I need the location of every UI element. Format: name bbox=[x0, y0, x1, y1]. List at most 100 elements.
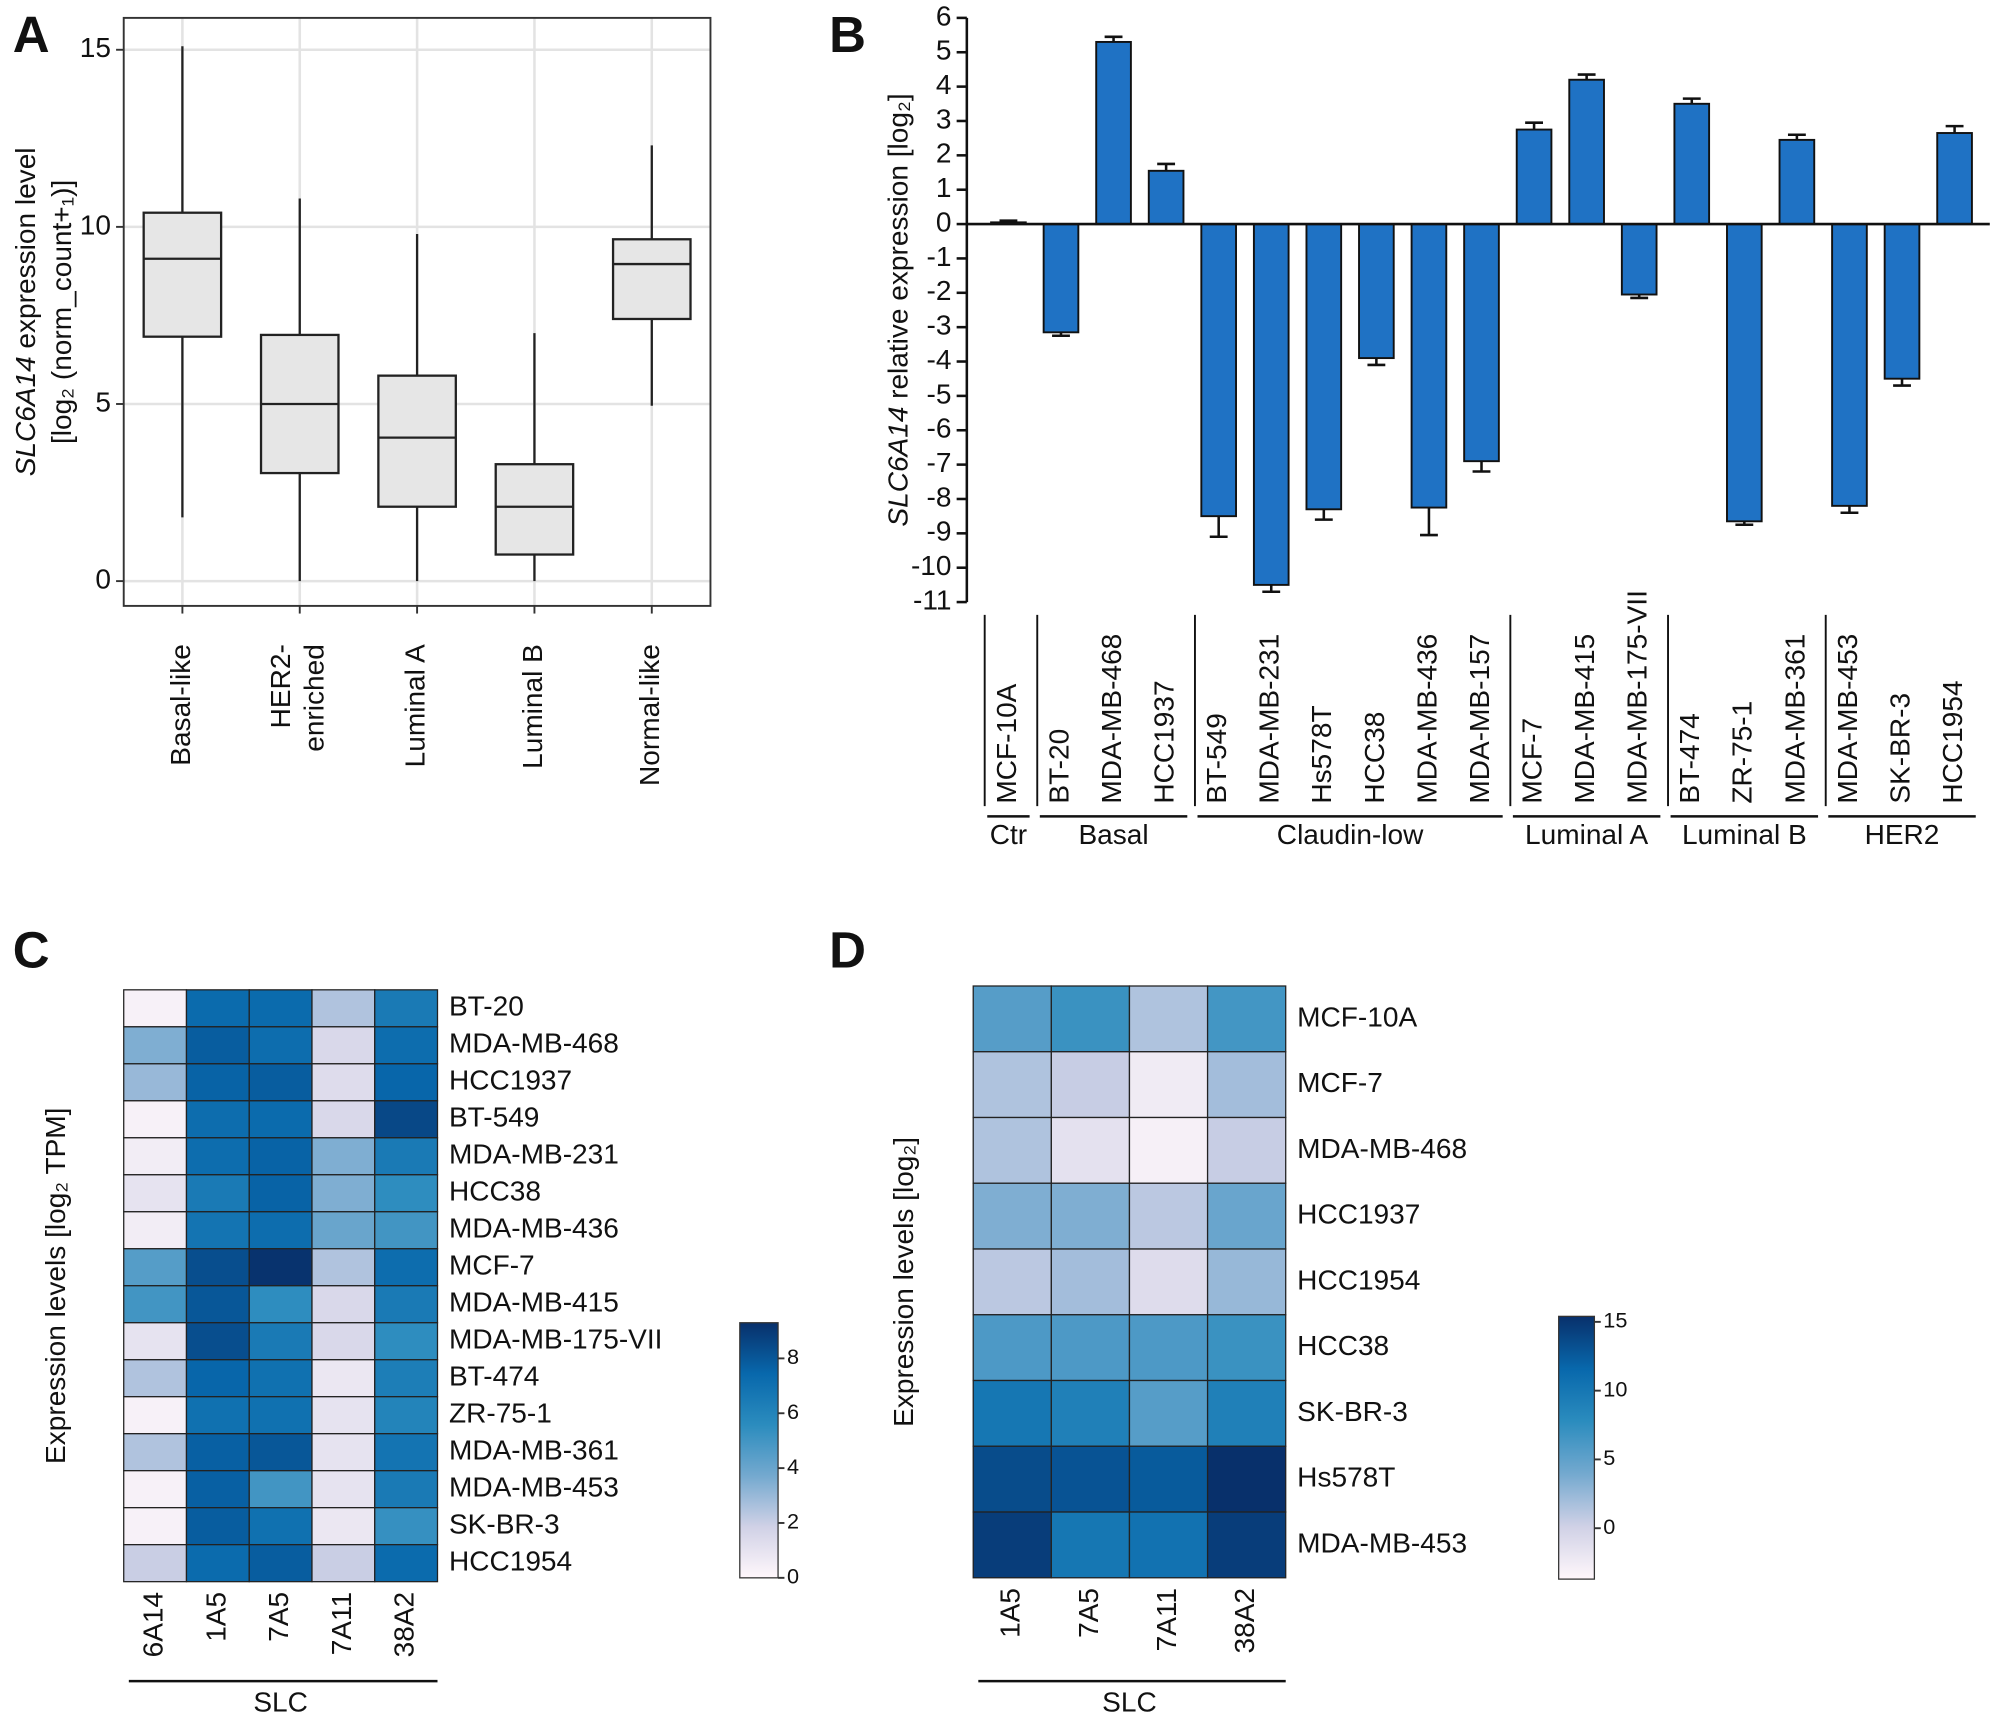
heatmap-cell bbox=[1050, 1379, 1131, 1447]
column-group-label: SLC bbox=[1102, 1687, 1157, 1718]
heatmap-cell bbox=[374, 1396, 439, 1435]
x-tick-label: HCC1937 bbox=[1149, 680, 1180, 803]
row-label: MCF-10A bbox=[1297, 1001, 1417, 1032]
row-label: MDA-MB-453 bbox=[1297, 1527, 1467, 1558]
x-tick-label: HCC38 bbox=[1359, 712, 1390, 804]
colorbar-tick-label: 0 bbox=[1603, 1514, 1615, 1539]
heatmap-cell bbox=[248, 1359, 313, 1398]
bar bbox=[1515, 128, 1553, 226]
heatmap-cell bbox=[972, 1314, 1052, 1382]
heatmap-cell bbox=[311, 1544, 376, 1583]
heatmap-cell bbox=[248, 1507, 313, 1546]
bar bbox=[1305, 223, 1343, 511]
heatmap-cell bbox=[1128, 1379, 1209, 1447]
heatmap-cell bbox=[1206, 1511, 1287, 1579]
heatmap-cell bbox=[311, 1322, 376, 1361]
colorbar-tick-label: 10 bbox=[1603, 1376, 1627, 1401]
row-label: HCC1954 bbox=[449, 1546, 572, 1577]
heatmap-cell bbox=[1206, 1182, 1287, 1250]
row-label: HCC38 bbox=[1297, 1330, 1389, 1361]
heatmap-cell bbox=[311, 1174, 376, 1213]
heatmap-cell bbox=[972, 1051, 1052, 1119]
group-label: Claudin-low bbox=[1277, 819, 1424, 850]
column-label: 6A14 bbox=[138, 1592, 169, 1658]
x-tick-label: HER2- enriched bbox=[265, 644, 330, 752]
x-tick-label: BT-474 bbox=[1674, 713, 1705, 803]
heatmap-cell bbox=[248, 1211, 313, 1250]
heatmap-cell bbox=[311, 1433, 376, 1472]
y-tick-label: -9 bbox=[927, 516, 952, 547]
y-tick-label: -8 bbox=[927, 481, 952, 512]
x-tick-label: MDA-MB-453 bbox=[1832, 634, 1863, 804]
x-tick-label: ZR-75-1 bbox=[1727, 701, 1758, 804]
panel-letter: C bbox=[13, 922, 50, 979]
x-tick-label: Normal-like bbox=[634, 644, 665, 786]
group-label: Ctr bbox=[990, 819, 1027, 850]
heatmap-cell bbox=[374, 1433, 439, 1472]
x-tick-label: MCF-7 bbox=[1516, 718, 1547, 804]
x-tick-label: MDA-MB-175-VII bbox=[1622, 590, 1653, 804]
panel-letter: A bbox=[13, 6, 50, 63]
heatmap-cell bbox=[248, 1026, 313, 1065]
heatmap-cell bbox=[123, 1507, 188, 1546]
row-label: ZR-75-1 bbox=[449, 1398, 552, 1429]
heatmap-cell bbox=[1128, 1314, 1209, 1382]
row-label: MCF-7 bbox=[449, 1250, 535, 1281]
x-tick-label: BT-20 bbox=[1043, 729, 1074, 804]
bar bbox=[1095, 40, 1132, 226]
heatmap-cell bbox=[123, 1137, 188, 1176]
heatmap-cell bbox=[123, 1285, 188, 1324]
heatmap-cell bbox=[123, 1100, 188, 1139]
heatmap-cell bbox=[311, 1359, 376, 1398]
heatmap-cell bbox=[248, 1100, 313, 1139]
heatmap-cell bbox=[185, 1544, 250, 1583]
bar bbox=[1463, 223, 1500, 463]
y-tick-label: 5 bbox=[936, 35, 952, 66]
heatmap-cell bbox=[248, 1285, 313, 1324]
x-tick-label: Luminal B bbox=[517, 644, 548, 769]
heatmap-cell bbox=[972, 1116, 1052, 1184]
heatmap-cell bbox=[248, 1248, 313, 1287]
heatmap-cell bbox=[311, 1470, 376, 1509]
row-label: MDA-MB-453 bbox=[449, 1472, 619, 1503]
heatmap-cell bbox=[1128, 1051, 1209, 1119]
heatmap-cell bbox=[185, 1100, 250, 1139]
y-tick-label: 2 bbox=[936, 138, 952, 169]
row-label: MDA-MB-468 bbox=[1297, 1133, 1467, 1164]
heatmap-cell bbox=[185, 989, 250, 1028]
heatmap-cell bbox=[972, 1445, 1052, 1513]
row-label: HCC1937 bbox=[449, 1065, 572, 1096]
row-label: HCC38 bbox=[449, 1176, 541, 1207]
group-label: Luminal B bbox=[1682, 819, 1807, 850]
heatmap-cell bbox=[1206, 1314, 1287, 1382]
x-tick-label: HCC1954 bbox=[1937, 680, 1968, 803]
heatmap-cell bbox=[248, 1544, 313, 1583]
y-label: Expression levels [log₂] bbox=[888, 1137, 919, 1427]
heatmap-cell bbox=[374, 1248, 439, 1287]
box bbox=[494, 463, 575, 556]
heatmap-cell bbox=[123, 1359, 188, 1398]
heatmap-cell bbox=[185, 1026, 250, 1065]
row-label: MDA-MB-436 bbox=[449, 1213, 619, 1244]
heatmap-cell bbox=[1128, 1182, 1209, 1250]
column-label: 1A5 bbox=[200, 1592, 231, 1642]
heatmap-cell bbox=[185, 1396, 250, 1435]
y-tick-label: -2 bbox=[927, 275, 952, 306]
heatmap-cell bbox=[1206, 1379, 1287, 1447]
y-tick-label: 0 bbox=[95, 564, 111, 595]
heatmap-cell bbox=[374, 1359, 439, 1398]
heatmap-cell bbox=[185, 1248, 250, 1287]
bar bbox=[1200, 223, 1237, 518]
x-tick-label: BT-549 bbox=[1201, 713, 1232, 803]
y-tick-label: 0 bbox=[936, 206, 952, 237]
heatmap-cell bbox=[185, 1359, 250, 1398]
column-label: 1A5 bbox=[995, 1588, 1026, 1638]
heatmap-cell bbox=[1206, 1051, 1287, 1119]
panel-letter: D bbox=[829, 922, 866, 979]
heatmap-cell bbox=[185, 1285, 250, 1324]
bar bbox=[1778, 138, 1816, 226]
x-tick-label: SK-BR-3 bbox=[1884, 693, 1915, 804]
colorbar-tick-label: 5 bbox=[1603, 1445, 1615, 1470]
heatmap-cell bbox=[972, 1511, 1052, 1579]
y-tick-label: -10 bbox=[911, 550, 952, 581]
